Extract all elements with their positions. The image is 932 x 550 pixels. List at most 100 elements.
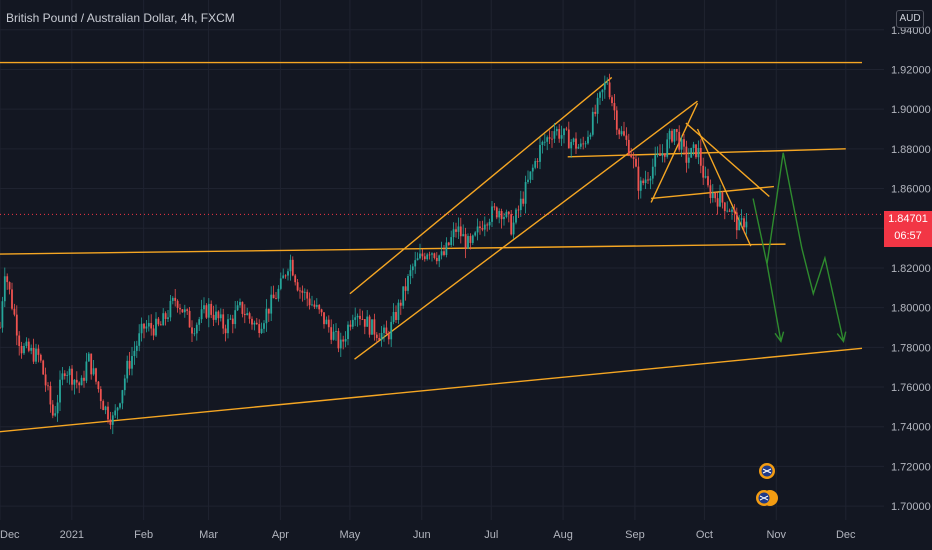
candle-body <box>366 316 369 327</box>
candle-body <box>126 360 129 379</box>
candle-body <box>212 314 215 320</box>
candle-body <box>263 323 265 329</box>
candle-body <box>363 319 366 327</box>
candle-body <box>539 144 541 162</box>
candle-body <box>517 209 520 211</box>
candle-body <box>613 103 616 111</box>
candle-body <box>625 135 628 140</box>
forecast-arrowhead <box>836 331 847 343</box>
candle-body <box>23 345 25 354</box>
event-marker-au-flag-icon[interactable] <box>756 490 778 506</box>
candle-body <box>241 301 244 314</box>
candle-body <box>193 333 196 335</box>
candle-body <box>481 228 484 230</box>
candle-body <box>630 154 633 158</box>
candle-body <box>80 377 83 386</box>
candle-body <box>270 294 273 314</box>
candle-body <box>167 317 169 319</box>
candle-body <box>215 311 217 320</box>
candle-body <box>6 276 9 283</box>
candle-body <box>642 180 645 184</box>
candle-body <box>740 218 743 220</box>
candle-body <box>251 318 253 325</box>
candle-body <box>452 229 455 238</box>
price-tick-label: 1.76000 <box>891 382 931 394</box>
candle-body <box>303 291 306 293</box>
candle-body <box>128 360 131 369</box>
time-tick-label: Jun <box>413 529 431 541</box>
candle-body <box>85 361 88 381</box>
candle-body <box>198 319 201 325</box>
event-markers[interactable] <box>756 463 778 506</box>
candle-body <box>116 407 119 411</box>
candle-body <box>661 153 664 156</box>
candle-body <box>464 234 467 249</box>
candle-body <box>315 305 318 307</box>
candle-body <box>102 401 105 411</box>
candle-body <box>59 379 61 403</box>
candle-body <box>735 212 738 231</box>
candle-body <box>469 236 472 243</box>
candle-body <box>27 341 30 351</box>
candle-body <box>426 254 429 260</box>
candle-body <box>13 308 16 315</box>
price-axis[interactable] <box>884 0 932 520</box>
candle-body <box>107 406 109 420</box>
candle-body <box>409 270 412 277</box>
candle-body <box>390 321 393 340</box>
candle-body <box>275 298 277 299</box>
candle-body <box>666 139 669 157</box>
candle-body <box>385 327 388 335</box>
candle-body <box>397 302 400 321</box>
currency-badge[interactable]: AUD <box>896 10 924 28</box>
candle-body <box>11 289 13 309</box>
candle-body <box>733 209 736 213</box>
candle-body <box>522 198 525 204</box>
candle-body <box>608 82 611 98</box>
candle-body <box>570 141 573 149</box>
candle-body <box>699 147 702 166</box>
candle-body <box>339 339 342 349</box>
candle-body <box>445 242 448 255</box>
candle-body <box>44 374 47 386</box>
candle-body <box>349 324 352 327</box>
candle-body <box>493 206 496 208</box>
candle-body <box>371 319 373 335</box>
candle-body <box>296 282 299 291</box>
candle-body <box>555 128 558 132</box>
candle-body <box>361 318 364 320</box>
candle-body <box>620 131 623 135</box>
candle-body <box>1 301 4 328</box>
candle-body <box>25 341 28 346</box>
candle-body <box>188 310 191 328</box>
forecast-arrows[interactable] <box>752 152 847 343</box>
candle-body <box>411 266 414 271</box>
candle-body <box>229 318 232 320</box>
event-marker-au-flag-icon[interactable] <box>759 463 775 479</box>
candle-body <box>104 406 107 411</box>
candle-body <box>47 385 49 387</box>
candle-body <box>176 300 179 308</box>
candle-body <box>731 209 733 212</box>
symbol-title[interactable]: British Pound / Australian Dollar, 4h, F… <box>6 11 235 25</box>
trendline <box>650 102 699 203</box>
candle-body <box>217 311 220 319</box>
candle-body <box>150 323 153 329</box>
time-tick-label: Nov <box>766 529 786 541</box>
candle-body <box>668 130 671 140</box>
time-axis[interactable] <box>0 520 932 550</box>
time-tick-label: Aug <box>553 529 573 541</box>
candle-body <box>123 378 126 391</box>
candle-body <box>651 166 654 179</box>
candle-body <box>61 373 64 380</box>
candle-body <box>8 282 11 290</box>
candle-body <box>282 275 285 279</box>
candle-body <box>330 327 333 340</box>
candle-body <box>236 305 239 311</box>
bar-countdown: 06:57 <box>894 230 922 242</box>
candle-body <box>707 176 709 186</box>
candle-body <box>95 368 97 382</box>
candle-body <box>536 161 539 162</box>
candle-body <box>308 298 311 306</box>
